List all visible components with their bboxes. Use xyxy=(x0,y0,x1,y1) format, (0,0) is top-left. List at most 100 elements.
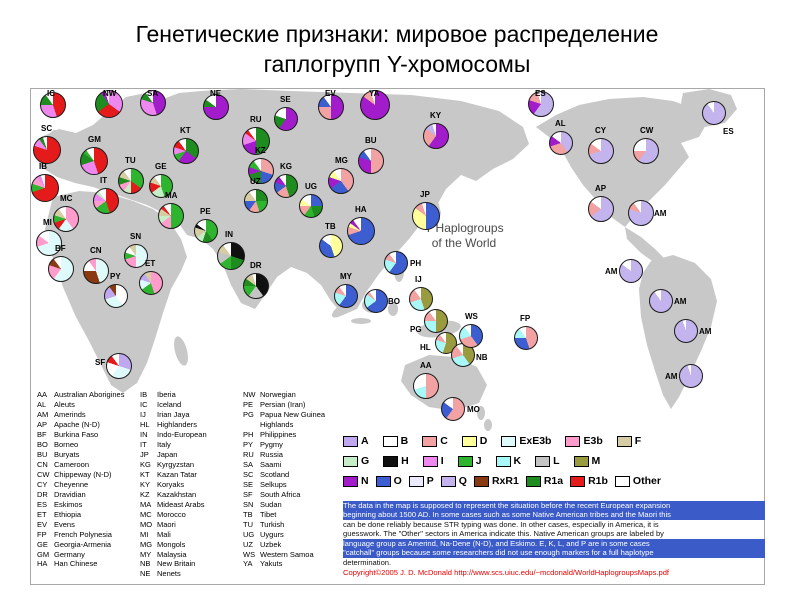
landmass-sulawesi xyxy=(388,302,398,316)
hap-item-other: Other xyxy=(614,475,661,487)
abbrev-name: Tibet xyxy=(260,509,277,519)
map-inner-title-line2: of the World xyxy=(431,236,497,250)
abbrev-code: JP xyxy=(140,449,149,459)
abbrev-code: MG xyxy=(140,539,153,549)
caption-line: "catchall" groups because some researche… xyxy=(343,548,765,558)
hap-label: B xyxy=(400,435,409,447)
hap-item-i: I xyxy=(422,455,444,467)
abbrev-entry-pg: PG Papua New Guinea Highlands xyxy=(243,410,339,430)
pie-label-tu: TU xyxy=(125,156,136,165)
hap-label: F xyxy=(634,435,642,447)
abbrev-code: MC xyxy=(140,509,152,519)
pie-pe xyxy=(194,219,218,243)
abbrev-entry-py: PY Pygmy xyxy=(243,440,339,450)
hap-item-f: F xyxy=(616,435,642,447)
abbrev-entry-bu: BU Buryats xyxy=(37,450,133,460)
abbrev-code: ET xyxy=(37,509,47,519)
pie-ha xyxy=(347,217,375,245)
abbrev-entry-ma: MA Mideast Arabs xyxy=(140,500,236,510)
pie-ma xyxy=(158,203,184,229)
abbrev-entry-sc: SC Scotland xyxy=(243,470,339,480)
pie-layer: IC NW SA NE SE RU EV YA ES ES SC GM IB TU KT GE IT MC MA KZ… xyxy=(31,89,766,586)
abbrev-code: NB xyxy=(140,559,151,569)
map-inner-title-line1: Y Haplogroups xyxy=(424,221,504,235)
abbrev-entry-kt: KT Kazan Tatar xyxy=(140,470,236,480)
abbrev-code: TB xyxy=(243,509,253,519)
abbrev-code: PH xyxy=(243,429,254,439)
pie-label-es: ES xyxy=(535,89,546,98)
page-title-line2: гаплогрупп Y-хромосомы xyxy=(263,50,531,77)
abbrev-entry-gm: GM Germany xyxy=(37,550,133,560)
abbrev-name: Selkups xyxy=(260,479,287,489)
abbrev-code: FP xyxy=(37,529,47,539)
abbrev-entry-ic: IC Iceland xyxy=(140,400,236,410)
hap-label: O xyxy=(393,475,402,487)
abbrev-entry-ne: NE Nenets xyxy=(140,569,236,579)
hap-swatch-n xyxy=(343,475,358,487)
abbrev-name: Morocco xyxy=(157,509,186,519)
caption-line: can be done reliably because STR typing … xyxy=(343,519,659,529)
pie-aa xyxy=(413,373,439,399)
landmass-kamchatka xyxy=(473,127,493,165)
pie-ru xyxy=(242,127,270,155)
pie-in xyxy=(217,242,245,270)
abbrev-name: Pygmy xyxy=(260,439,283,449)
abbrev-name: Iberia xyxy=(157,390,176,399)
abbrev-code: AA xyxy=(37,390,48,399)
abbrev-code: PG xyxy=(243,409,254,419)
abbrev-code: CY xyxy=(37,479,48,489)
abbrev-entry-tb: TB Tibet xyxy=(243,510,339,520)
abbrev-code: RU xyxy=(243,449,254,459)
pie-kz xyxy=(248,158,274,184)
abbrev-name: French Polynesia xyxy=(54,529,112,539)
abbrev-col-3: NW Norwegian PE Persian (Iran) PG Papua New G… xyxy=(243,390,339,579)
abbrev-entry-ap: AP Apache (N-D) xyxy=(37,420,133,430)
hap-label: N xyxy=(361,475,369,487)
page-title: Генетические признаки: мировое распредел… xyxy=(0,20,794,80)
pie-label-ws: WS xyxy=(465,312,478,321)
pie-label-am: AM xyxy=(605,267,618,276)
pie-nw xyxy=(95,90,123,118)
abbrev-code: AP xyxy=(37,419,48,429)
abbrev-name: Nenets xyxy=(157,569,181,579)
hap-swatch-e3b xyxy=(565,435,581,447)
abbrev-name: Kyrgyzstan xyxy=(157,459,195,469)
abbrev-entry-nw: NW Norwegian xyxy=(243,390,339,400)
pie-bf xyxy=(48,256,74,282)
hap-swatch-other xyxy=(614,475,630,487)
pie-label-mg: MG xyxy=(335,156,348,165)
hap-label: ExE3b xyxy=(519,435,552,447)
pie-dr xyxy=(243,273,269,299)
landmass-central-america xyxy=(625,227,665,263)
pie-label-am: AM xyxy=(665,372,678,381)
landmass-nz-north xyxy=(477,406,485,420)
landmass-north-america xyxy=(536,97,707,227)
hap-swatch-j xyxy=(457,455,473,467)
abbrev-name: Indo-European xyxy=(157,429,207,439)
abbrev-name: Maori xyxy=(157,519,176,529)
pie-am xyxy=(619,259,643,283)
abbrev-entry-pe: PE Persian (Iran) xyxy=(243,400,339,410)
pie-ya xyxy=(360,90,390,120)
pie-label-ru: RU xyxy=(250,115,262,124)
pie-ev xyxy=(318,94,344,120)
abbrev-code: KY xyxy=(140,479,151,489)
abbrev-name: Sudan xyxy=(260,499,282,509)
abbrev-code: UZ xyxy=(243,539,253,549)
abbrev-entry-mi: MI Mali xyxy=(140,530,236,540)
abbrev-name: Amerinds xyxy=(54,409,86,419)
abbrev-entry-se: SE Selkups xyxy=(243,480,339,490)
pie-ph xyxy=(384,251,408,275)
pie-uz xyxy=(244,189,268,213)
hap-item-h: H xyxy=(383,455,409,467)
abbrev-name: Cheyenne xyxy=(54,479,89,489)
abbrev-name: Eskimos xyxy=(54,499,83,509)
abbrev-code: UG xyxy=(243,529,255,539)
pie-label-cw: CW xyxy=(640,126,654,135)
hap-label: Other xyxy=(632,475,661,487)
pie-label-ug: UG xyxy=(305,182,317,191)
abbrev-code: NW xyxy=(243,390,256,399)
hap-label: H xyxy=(401,455,409,467)
abbrev-code: EV xyxy=(37,519,48,529)
abbrev-name: Mali xyxy=(157,529,171,539)
